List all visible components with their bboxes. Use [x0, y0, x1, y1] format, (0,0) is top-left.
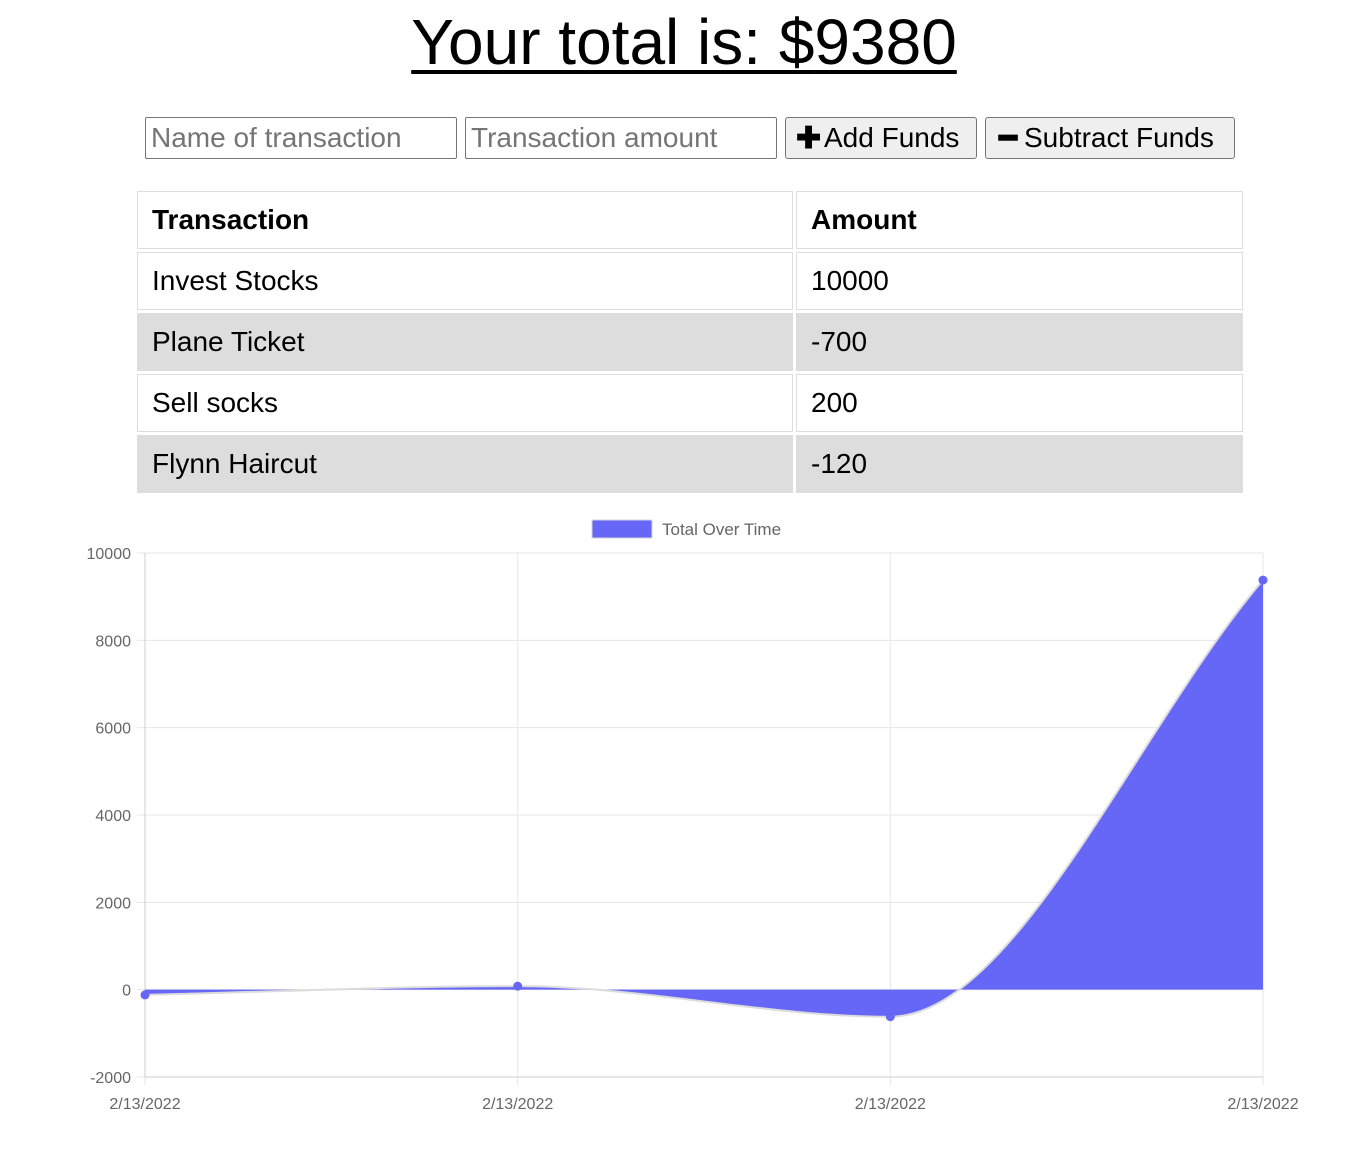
- table-header-row: Transaction Amount: [137, 191, 1243, 249]
- x-tick-label: 2/13/2022: [109, 1096, 180, 1113]
- transaction-name-cell: Plane Ticket: [137, 313, 793, 371]
- x-tick-label: 2/13/2022: [1227, 1096, 1298, 1113]
- minus-icon: ━: [998, 121, 1018, 155]
- subtract-funds-button[interactable]: ━ Subtract Funds: [985, 117, 1235, 159]
- column-header-transaction: Transaction: [137, 191, 793, 249]
- column-header-amount: Amount: [796, 191, 1243, 249]
- transaction-amount-input[interactable]: [465, 117, 777, 159]
- total-heading: Your total is: $9380: [0, 2, 1368, 82]
- y-tick-label: 8000: [95, 633, 131, 650]
- total-value: 9380: [814, 6, 957, 78]
- legend-swatch: [591, 519, 653, 539]
- x-tick-label: 2/13/2022: [482, 1096, 553, 1113]
- y-tick-label: -2000: [90, 1070, 131, 1087]
- transactions-table: Transaction Amount Invest Stocks 10000 P…: [134, 188, 1246, 496]
- transaction-amount-cell: -120: [796, 435, 1243, 493]
- table-row: Invest Stocks 10000: [137, 252, 1243, 310]
- x-tick-label: 2/13/2022: [855, 1096, 926, 1113]
- y-tick-label: 0: [122, 983, 131, 1000]
- y-tick-label: 4000: [95, 808, 131, 825]
- y-tick-label: 2000: [95, 895, 131, 912]
- y-tick-label: 10000: [87, 546, 132, 563]
- table-row: Plane Ticket -700: [137, 313, 1243, 371]
- subtract-funds-label: Subtract Funds: [1024, 122, 1214, 153]
- add-funds-button[interactable]: ✚ Add Funds: [785, 117, 977, 159]
- data-point: [1258, 575, 1268, 585]
- data-point: [140, 990, 150, 1000]
- table-row: Flynn Haircut -120: [137, 435, 1243, 493]
- transaction-name-input[interactable]: [145, 117, 457, 159]
- total-label: Your total is: $: [411, 6, 815, 78]
- transaction-amount-cell: -700: [796, 313, 1243, 371]
- plus-icon: ✚: [796, 121, 822, 155]
- series-line: [144, 579, 1264, 1018]
- total-over-time-chart: 10000 8000 6000 4000 2000 0 -2000 2/13/2022 2/13…: [87, 519, 1299, 1113]
- transaction-amount-cell: 200: [796, 374, 1243, 432]
- legend-label: Total Over Time: [662, 520, 781, 539]
- transaction-amount-cell: 10000: [796, 252, 1243, 310]
- transaction-name-cell: Sell socks: [137, 374, 793, 432]
- y-tick-label: 6000: [95, 721, 131, 738]
- data-point: [513, 981, 523, 991]
- add-funds-label: Add Funds: [824, 122, 960, 153]
- table-row: Sell socks 200: [137, 374, 1243, 432]
- transaction-name-cell: Flynn Haircut: [137, 435, 793, 493]
- data-point: [885, 1012, 895, 1022]
- transaction-name-cell: Invest Stocks: [137, 252, 793, 310]
- series-area-fill: [145, 580, 1263, 1017]
